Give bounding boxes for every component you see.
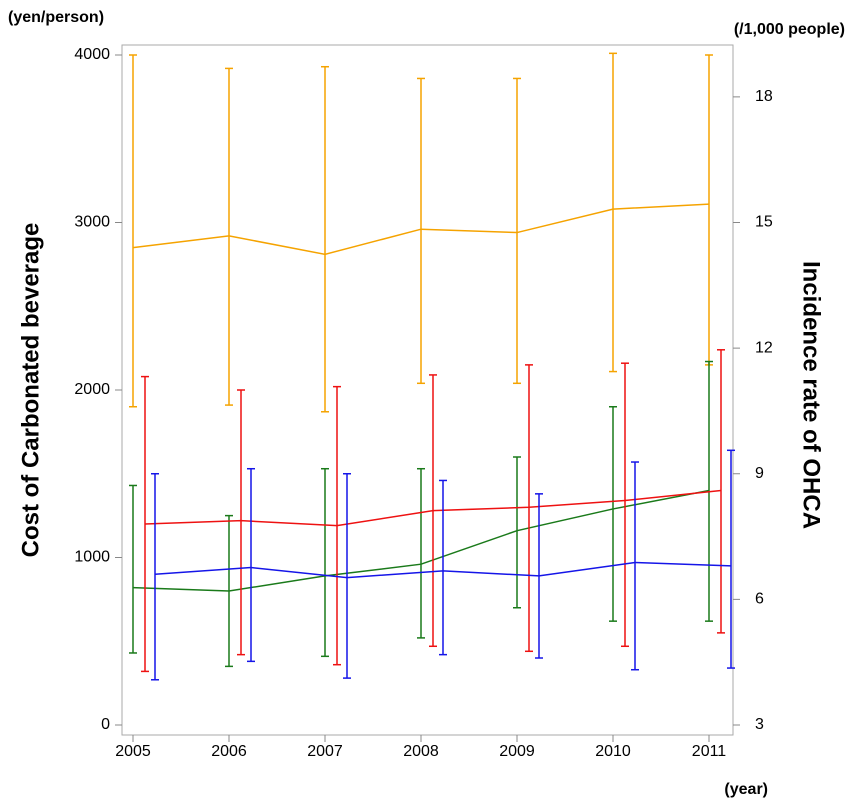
y2-tick-label: 12 (755, 339, 773, 356)
y-tick-label: 3000 (74, 214, 110, 231)
y2-tick-label: 6 (755, 591, 764, 608)
x-tick-label: 2010 (595, 743, 631, 760)
y-axis-title: Cost of Carbonated beverage (17, 223, 44, 558)
x-unit-label: (year) (724, 781, 768, 798)
y2-axis-title: Incidence rate of OHCA (798, 261, 825, 529)
x-tick-label: 2009 (499, 743, 535, 760)
y-tick-label: 1000 (74, 549, 110, 566)
mean-line (132, 203, 710, 256)
y-tick-label: 4000 (74, 46, 110, 63)
y-unit-label: (yen/person) (8, 9, 104, 26)
y2-unit-label: (/1,000 people) (734, 21, 845, 38)
x-tick-label: 2008 (403, 743, 439, 760)
y2-tick-label: 18 (755, 88, 773, 105)
mean-line (132, 489, 710, 592)
y-tick-label: 2000 (74, 381, 110, 398)
x-tick-label: 2005 (115, 743, 151, 760)
x-tick-label: 2007 (307, 743, 343, 760)
mean-line (154, 561, 732, 579)
y2-tick-label: 3 (755, 716, 764, 733)
y-tick-label: 0 (101, 716, 110, 733)
x-tick-label: 2006 (211, 743, 247, 760)
y2-tick-label: 15 (755, 214, 773, 231)
mean-line (144, 489, 722, 527)
y2-tick-label: 9 (755, 465, 764, 482)
plot-frame (121, 44, 734, 736)
x-tick-label: 2011 (692, 743, 727, 760)
